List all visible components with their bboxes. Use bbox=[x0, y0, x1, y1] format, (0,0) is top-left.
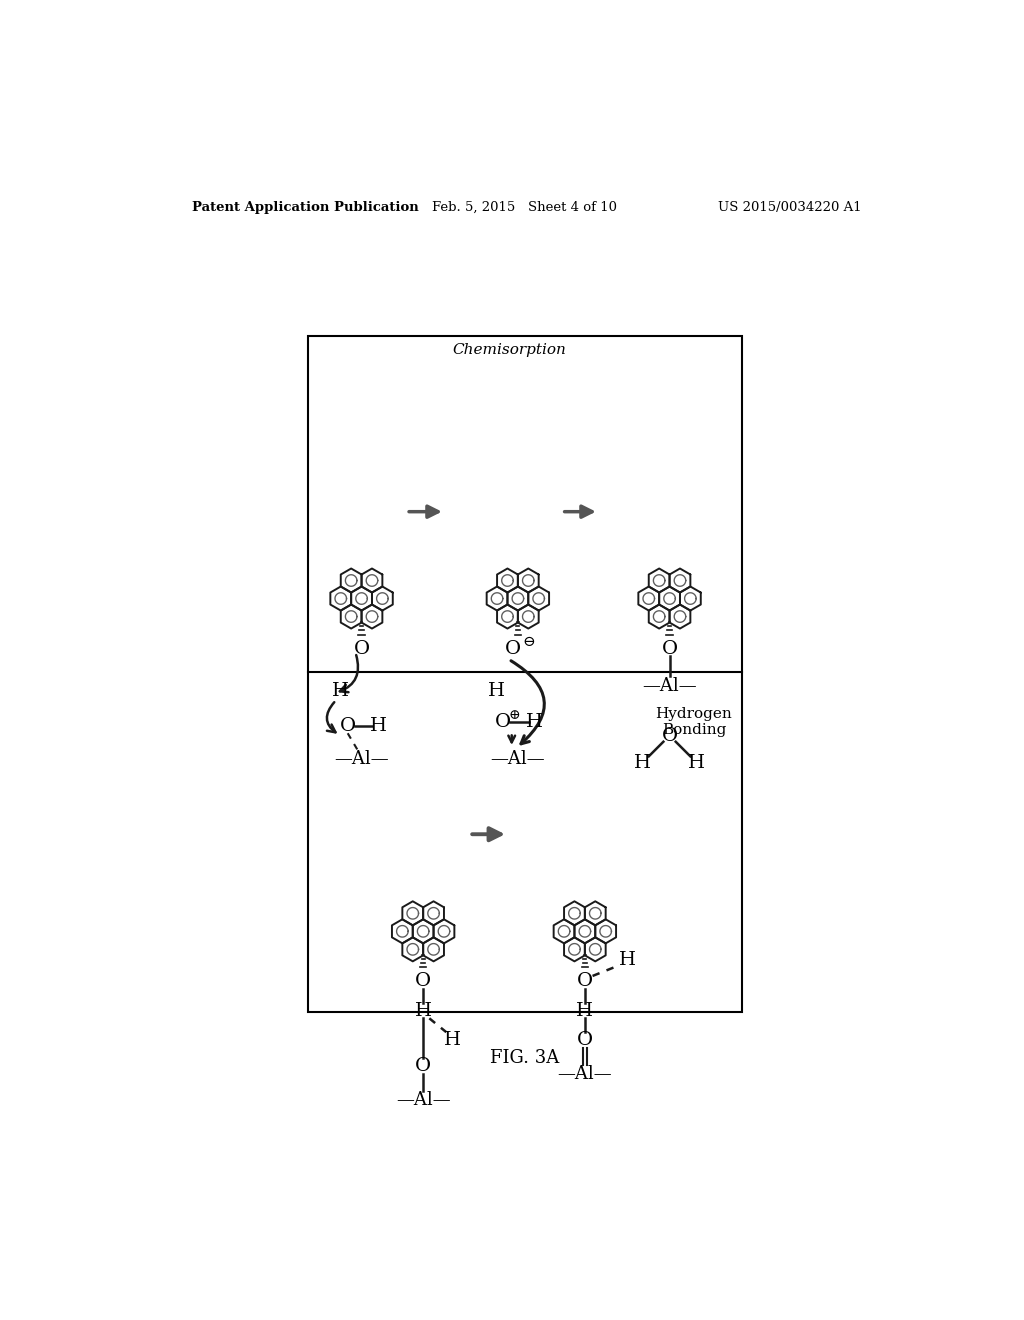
Text: O: O bbox=[662, 726, 678, 744]
Text: US 2015/0034220 A1: US 2015/0034220 A1 bbox=[718, 201, 861, 214]
Text: H: H bbox=[577, 1002, 593, 1019]
Text: O: O bbox=[577, 973, 593, 990]
Text: H: H bbox=[634, 754, 651, 771]
Text: O: O bbox=[505, 640, 521, 657]
Text: H: H bbox=[618, 950, 636, 969]
Text: —Al—: —Al— bbox=[557, 1065, 612, 1082]
Text: Chemisorption: Chemisorption bbox=[453, 343, 566, 358]
Text: Hydrogen
Bonding: Hydrogen Bonding bbox=[655, 706, 732, 737]
Text: H: H bbox=[688, 754, 705, 771]
Text: ⊕: ⊕ bbox=[509, 709, 520, 722]
Text: —Al—: —Al— bbox=[334, 751, 389, 768]
Text: O: O bbox=[577, 1031, 593, 1049]
Text: FIG. 3A: FIG. 3A bbox=[490, 1049, 559, 1067]
Text: O: O bbox=[340, 717, 355, 734]
Text: Feb. 5, 2015   Sheet 4 of 10: Feb. 5, 2015 Sheet 4 of 10 bbox=[432, 201, 617, 214]
Text: H: H bbox=[444, 1031, 461, 1049]
Text: H: H bbox=[487, 682, 505, 700]
Text: O: O bbox=[662, 640, 678, 657]
Text: H: H bbox=[332, 682, 348, 700]
Text: H: H bbox=[415, 1002, 432, 1019]
Bar bbox=[308, 337, 741, 1012]
Text: O: O bbox=[353, 640, 370, 657]
Text: Patent Application Publication: Patent Application Publication bbox=[193, 201, 419, 214]
Text: O: O bbox=[415, 1057, 431, 1074]
Text: O: O bbox=[415, 973, 431, 990]
Text: ⊖: ⊖ bbox=[522, 635, 535, 649]
Text: —Al—: —Al— bbox=[490, 750, 545, 768]
Text: H: H bbox=[526, 713, 544, 731]
Text: —Al—: —Al— bbox=[396, 1090, 451, 1109]
Text: —Al—: —Al— bbox=[642, 677, 697, 694]
Text: O: O bbox=[495, 713, 511, 731]
Text: H: H bbox=[370, 717, 387, 734]
